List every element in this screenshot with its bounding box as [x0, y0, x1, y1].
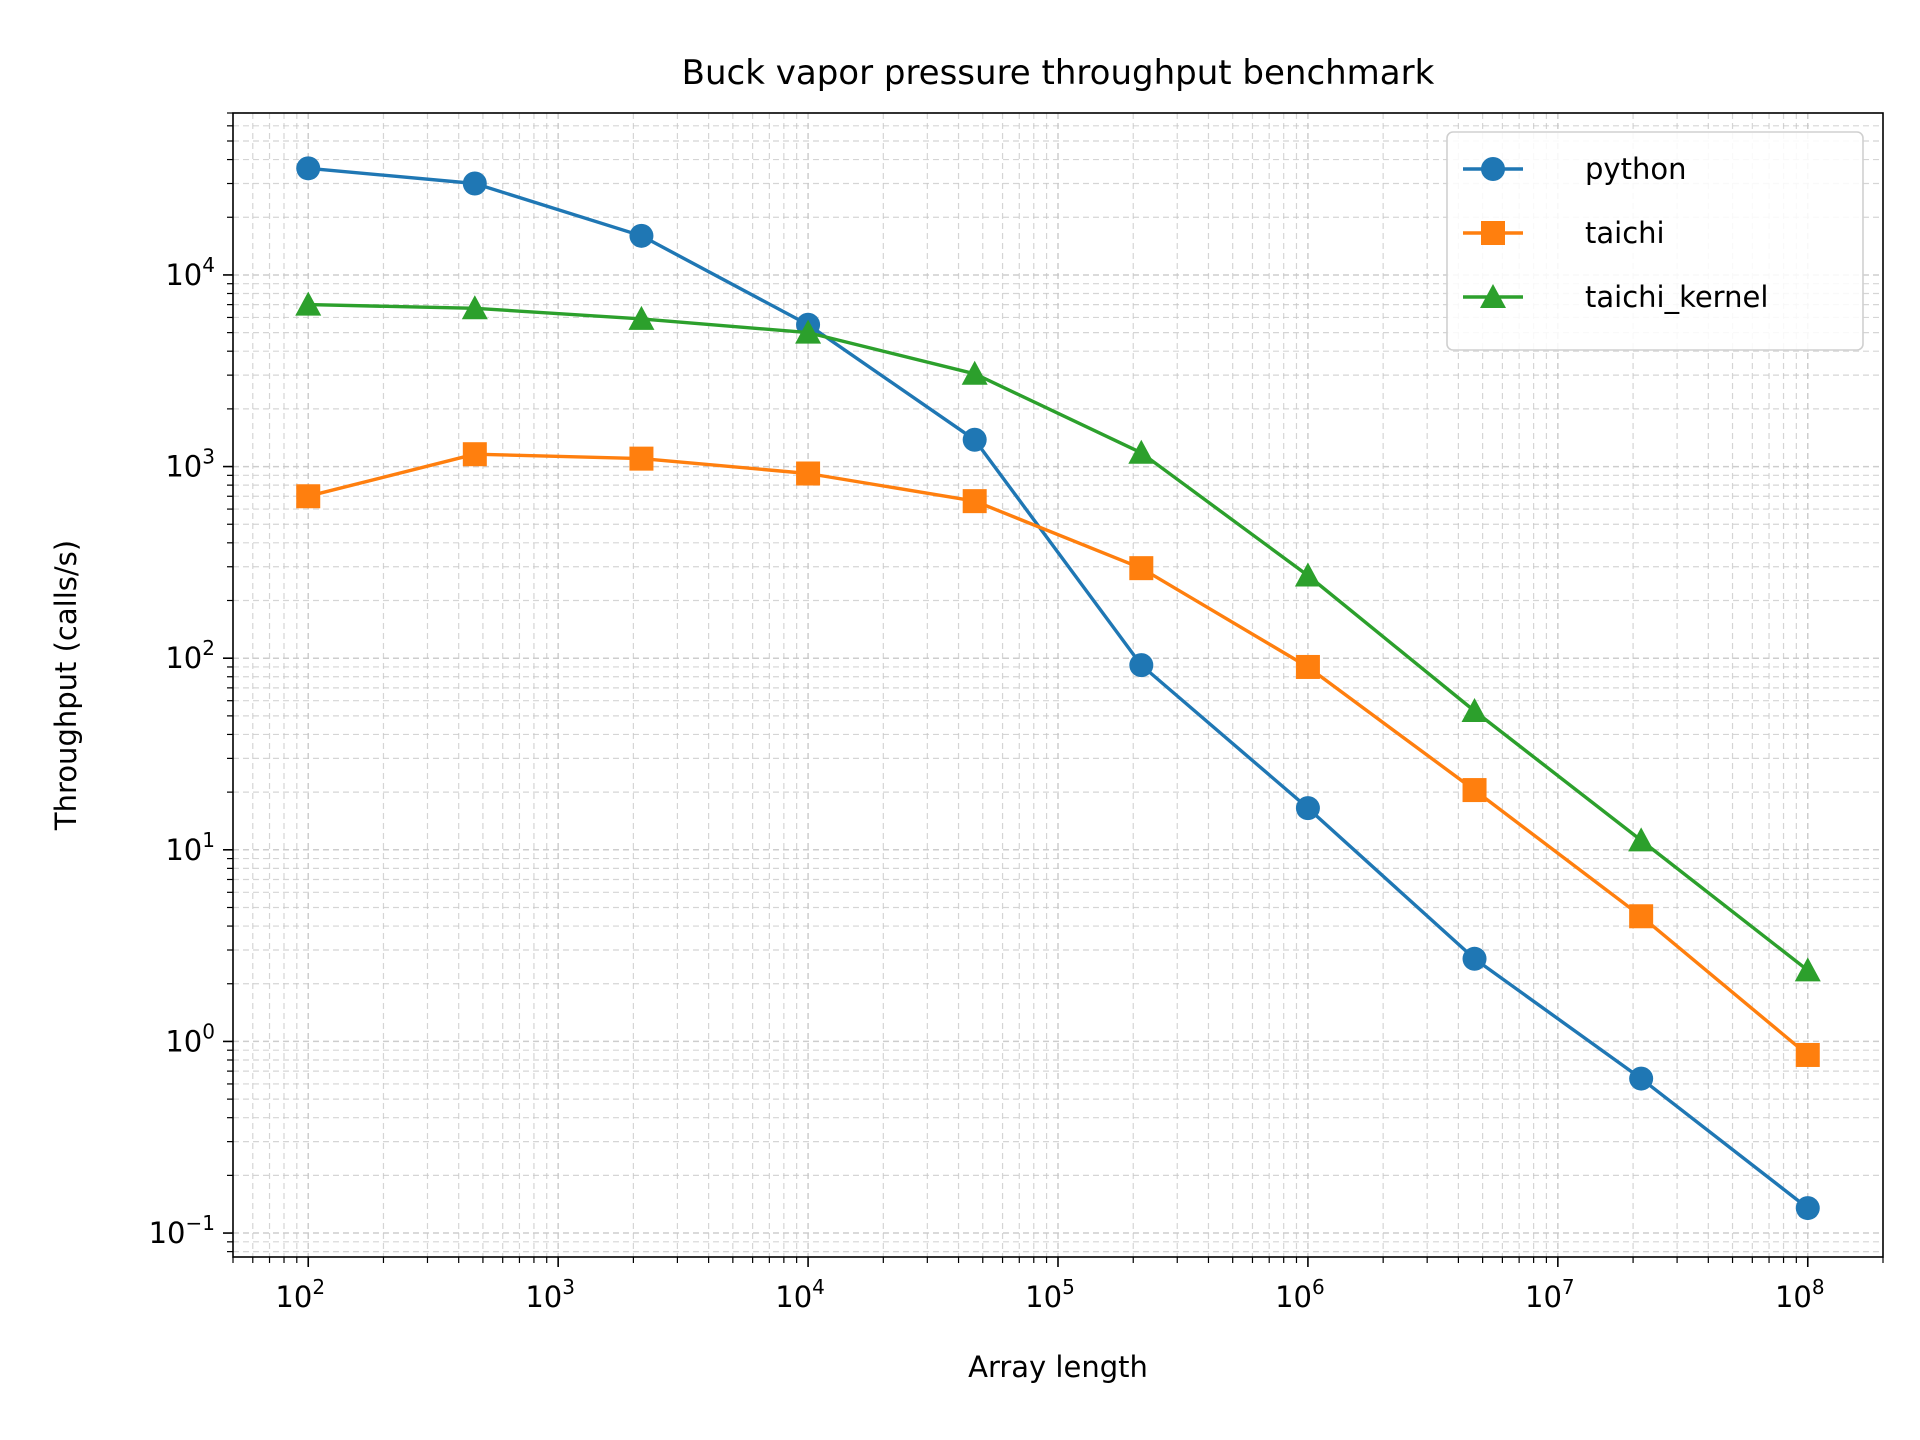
chart-title: Buck vapor pressure throughput benchmark — [682, 53, 1435, 93]
series-line-taichi — [307, 452, 1809, 1057]
y-tick-label: 103 — [165, 445, 215, 484]
y-tick-label: 10−1 — [149, 1211, 215, 1250]
data-point-python — [1462, 946, 1487, 971]
data-point-taichi_kernel — [961, 360, 988, 385]
x-tick-label: 103 — [525, 1275, 575, 1314]
data-point-taichi_kernel — [1294, 562, 1321, 587]
y-tick-label: 100 — [165, 1019, 215, 1058]
legend-label-taichi: taichi — [1585, 216, 1665, 250]
x-tick-label: 107 — [1525, 1275, 1575, 1314]
data-point-taichi — [1795, 1042, 1820, 1067]
data-point-taichi_kernel — [1628, 827, 1655, 852]
data-point-taichi — [1462, 778, 1487, 803]
legend-label-taichi_kernel: taichi_kernel — [1585, 280, 1768, 314]
data-point-taichi — [796, 461, 821, 486]
data-point-taichi — [962, 489, 987, 514]
data-point-python — [629, 223, 654, 248]
x-tick-label: 105 — [1025, 1275, 1075, 1314]
data-point-python — [462, 171, 487, 196]
y-tick-label: 101 — [165, 828, 215, 867]
legend-marker-taichi — [1481, 221, 1505, 245]
data-point-python — [1295, 796, 1320, 821]
data-point-taichi_kernel — [1794, 957, 1821, 982]
data-point-python — [962, 427, 987, 452]
series-line-taichi_kernel — [308, 302, 1809, 972]
x-tick-label: 104 — [775, 1275, 825, 1314]
data-point-taichi — [296, 484, 321, 509]
y-axis-label: Throughput (calls/s) — [49, 540, 83, 831]
x-tick-label: 106 — [1275, 1275, 1325, 1314]
legend-marker-python — [1481, 157, 1505, 181]
data-point-taichi_kernel — [461, 295, 488, 320]
legend-marker-taichi_kernel — [1480, 284, 1506, 308]
y-tick-label: 102 — [165, 636, 215, 675]
x-tick-label: 108 — [1775, 1275, 1825, 1314]
legend: python taichi taichi_kernel — [1446, 131, 1864, 351]
data-point-taichi_kernel — [628, 305, 655, 330]
axis-ticks: 102 103 104 105 106 107 108 10−1 100 101 102 103 104 — [149, 112, 1884, 1314]
data-point-python — [1795, 1196, 1820, 1221]
data-point-taichi_kernel — [795, 319, 822, 344]
plot-series — [295, 156, 1821, 1221]
legend-box — [1446, 131, 1864, 351]
data-point-python — [1129, 653, 1154, 678]
data-point-taichi_kernel — [1461, 698, 1488, 723]
x-tick-label: 102 — [275, 1275, 325, 1314]
data-point-taichi — [629, 446, 654, 471]
data-point-taichi_kernel — [295, 291, 322, 316]
data-point-taichi — [462, 442, 487, 467]
data-point-taichi — [1129, 556, 1154, 581]
legend-label-python: python — [1585, 152, 1686, 186]
y-tick-label: 104 — [165, 253, 215, 292]
data-point-python — [1629, 1066, 1654, 1091]
data-point-taichi — [1295, 654, 1320, 679]
x-axis-label: Array length — [968, 1350, 1148, 1384]
data-point-taichi — [1629, 904, 1654, 929]
series-line-python — [308, 166, 1809, 1210]
data-point-taichi_kernel — [1128, 439, 1155, 464]
data-point-python — [296, 156, 321, 181]
